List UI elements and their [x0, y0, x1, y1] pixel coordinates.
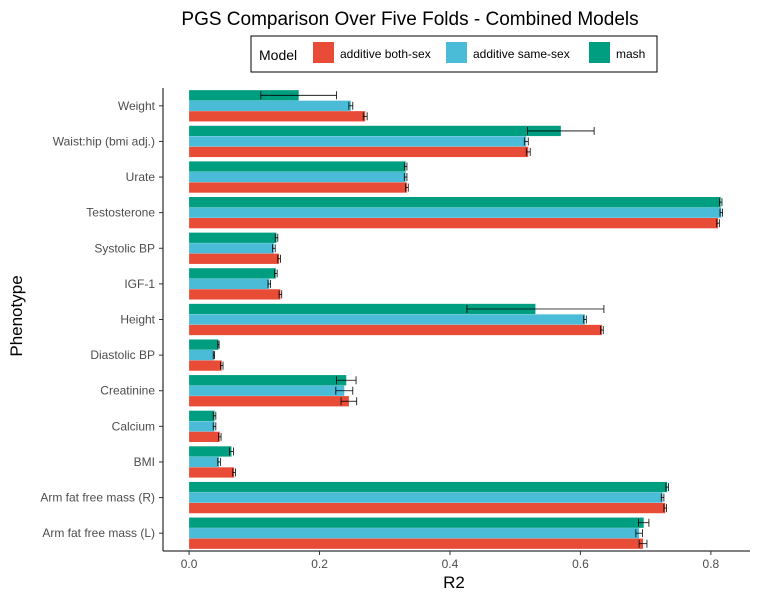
y-tick-label: Testosterone: [86, 206, 155, 220]
legend-label: mash: [616, 47, 645, 61]
bar: [189, 396, 349, 407]
y-tick-label: IGF-1: [124, 277, 155, 291]
y-tick-label: Arm fat free mass (L): [42, 526, 155, 540]
bar: [189, 502, 666, 514]
x-tick-label: 0.2: [311, 557, 328, 571]
bar: [189, 125, 561, 137]
bar: [189, 324, 602, 336]
bar: [189, 538, 644, 549]
y-tick-label: Calcium: [112, 419, 155, 433]
bar: [189, 161, 406, 172]
y-tick-label: BMI: [134, 455, 155, 469]
chart-title: PGS Comparison Over Five Folds - Combine…: [181, 9, 638, 30]
bar: [189, 314, 585, 325]
bar: [189, 349, 214, 361]
bar: [189, 111, 366, 122]
bar: [189, 136, 527, 147]
legend: Model additive both-sex additive same-sex…: [250, 35, 658, 73]
bar: [189, 517, 644, 528]
bar: [189, 218, 719, 229]
bar: [189, 492, 663, 503]
bar: [189, 467, 235, 478]
bar: [189, 243, 274, 254]
x-tick-label: 0.4: [442, 557, 459, 571]
bar: [189, 303, 536, 315]
x-tick-label: 0.6: [572, 557, 589, 571]
legend-swatch: [446, 42, 467, 63]
y-tick-label: Creatinine: [100, 384, 155, 398]
bar: [189, 456, 220, 468]
legend-swatch: [313, 42, 334, 63]
x-axis-title: R2: [443, 573, 465, 592]
bar: [189, 421, 215, 432]
bar: [189, 278, 270, 290]
x-tick-label: 0.8: [703, 557, 720, 571]
bar: [189, 253, 280, 264]
y-tick-label: Urate: [126, 170, 156, 184]
y-tick-label: Height: [120, 313, 155, 327]
bar: [189, 339, 219, 350]
plot-area: Weight Waist:hip (bmi adj.) Urate Testoster…: [40, 88, 750, 571]
legend-label: additive both-sex: [340, 47, 431, 61]
bar: [189, 207, 722, 218]
bar: [189, 360, 222, 371]
bar: [189, 182, 407, 193]
bar: [189, 385, 345, 396]
y-tick-label: Waist:hip (bmi adj.): [53, 134, 155, 148]
y-tick-label: Arm fat free mass (R): [40, 491, 155, 505]
bar: [189, 171, 406, 183]
bar: [189, 146, 529, 158]
legend-title: Model: [259, 47, 297, 63]
y-tick-label: Weight: [118, 99, 156, 113]
bar: [189, 446, 232, 457]
bar: [189, 100, 351, 111]
legend-swatch: [589, 42, 610, 63]
bar: [189, 528, 640, 539]
x-tick-label: 0.0: [181, 557, 198, 571]
bar: [189, 90, 299, 101]
bar: [189, 375, 347, 386]
bar: [189, 289, 281, 300]
bar: [189, 268, 276, 279]
bar: [189, 431, 220, 442]
bar: [189, 232, 277, 243]
y-axis-title: Phenotype: [7, 275, 26, 356]
legend-label: additive same-sex: [473, 47, 570, 61]
y-tick-label: Systolic BP: [94, 241, 155, 255]
bar: [189, 481, 668, 493]
bar: [189, 410, 215, 421]
bar: [189, 197, 721, 208]
y-tick-label: Diastolic BP: [90, 348, 155, 362]
